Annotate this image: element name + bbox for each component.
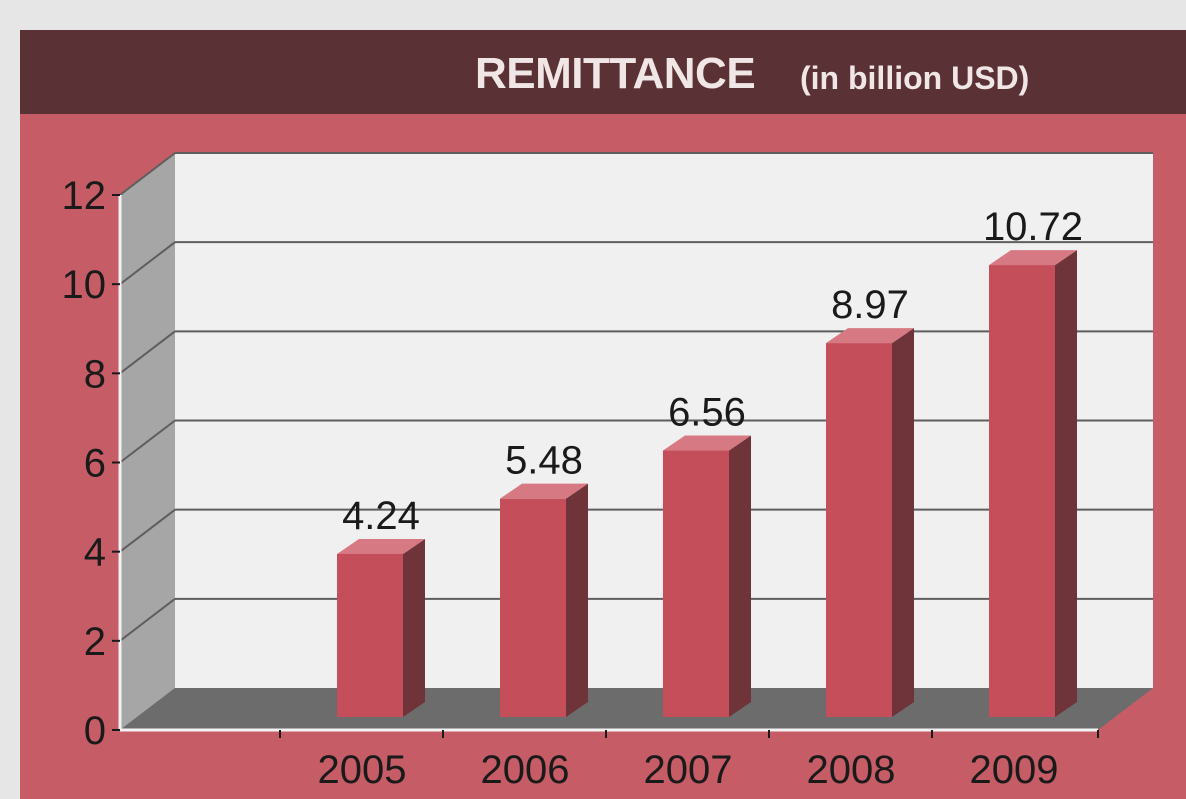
gridline-side [119, 241, 176, 285]
bar [663, 450, 729, 717]
bar-side [403, 538, 425, 717]
x-tick-label: 2006 [481, 748, 570, 792]
bar [989, 265, 1055, 717]
bar-side [1055, 250, 1077, 718]
bar [337, 553, 403, 717]
gridline-side [119, 419, 176, 464]
data-label: 4.24 [342, 494, 420, 538]
y-tick-label: 2 [84, 620, 106, 664]
y-tick-label: 8 [84, 352, 106, 396]
chart-title: REMITTANCE [475, 49, 756, 98]
gridline-side [119, 508, 176, 553]
data-label: 10.72 [983, 205, 1083, 249]
y-tick-label: 4 [84, 531, 106, 575]
x-tick-label: 2007 [644, 748, 733, 792]
bar-top [337, 538, 425, 554]
x-tick-label: 2009 [970, 748, 1059, 792]
bar-side [729, 435, 751, 717]
chart-subtitle: (in billion USD) [800, 60, 1030, 96]
bar-top [989, 250, 1077, 266]
gridline-side [119, 598, 176, 642]
bar-top [500, 483, 588, 499]
y-tick-label: 10 [62, 263, 107, 307]
data-label: 5.48 [505, 439, 583, 483]
bar [500, 498, 566, 717]
y-tick-label: 0 [84, 709, 106, 753]
gridline-side [119, 330, 176, 375]
bar [826, 343, 892, 717]
bar-side [566, 483, 588, 717]
bar-top [826, 328, 914, 344]
data-label: 6.56 [668, 391, 746, 435]
y-tick-label: 12 [62, 174, 107, 218]
x-tick-label: 2008 [807, 748, 896, 792]
x-tick-label: 2005 [318, 748, 407, 792]
chart-header: REMITTANCE (in billion USD) [20, 30, 1186, 114]
bar-side [892, 328, 914, 717]
gridline-side [119, 152, 176, 196]
bar-top [663, 435, 751, 451]
data-label: 8.97 [831, 283, 909, 327]
y-tick-label: 6 [84, 442, 106, 486]
